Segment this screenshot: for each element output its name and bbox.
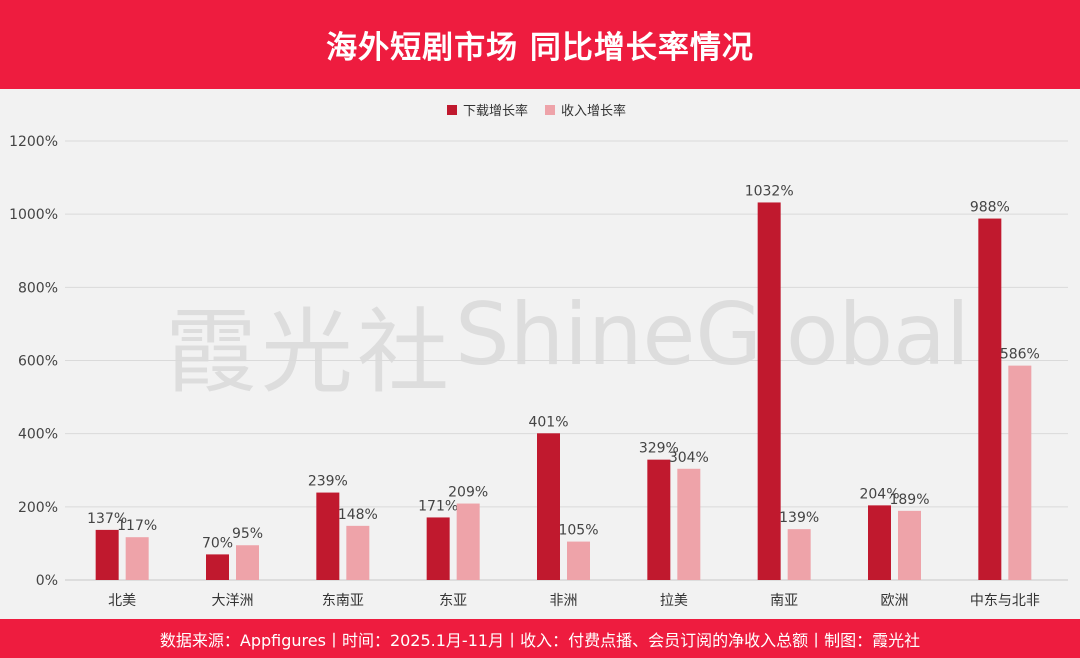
bar-revenue (125, 537, 149, 580)
data-label: 95% (232, 526, 263, 542)
x-tick-label: 北美 (108, 593, 136, 609)
watermark-logo-text: 霞光社 (165, 299, 454, 406)
legend-swatch (545, 105, 555, 115)
bar-revenue (1008, 365, 1032, 580)
bar-download (978, 218, 1002, 580)
x-tick-label: 东亚 (439, 593, 467, 609)
bar-download (206, 554, 229, 580)
y-tick-label: 800% (18, 280, 58, 296)
x-tick-label: 欧洲 (881, 593, 909, 609)
data-label: 148% (338, 507, 378, 523)
data-label: 171% (418, 498, 458, 514)
legend-label: 下载增长率 (463, 103, 528, 119)
bar-download (426, 517, 450, 580)
data-label: 189% (889, 492, 929, 508)
bar-revenue (456, 503, 480, 580)
data-label: 329% (639, 441, 679, 457)
legend-swatch (447, 105, 457, 115)
bar-download (647, 459, 671, 580)
data-label: 401% (528, 414, 568, 430)
bar-revenue (787, 529, 811, 580)
x-tick-label: 非洲 (550, 593, 578, 609)
data-label: 304% (669, 450, 709, 466)
bar-revenue (236, 545, 259, 580)
y-tick-label: 1200% (9, 134, 58, 150)
source-footer: 数据来源：Appfigures丨时间：2025.1月-11月丨收入：付费点播、会… (0, 619, 1080, 658)
legend-label: 收入增长率 (561, 103, 626, 119)
bar-revenue (346, 525, 370, 580)
bar-download (316, 492, 340, 580)
y-tick-label: 400% (18, 427, 58, 443)
x-tick-label: 东南亚 (322, 593, 364, 609)
bar-revenue (567, 541, 590, 580)
y-tick-label: 200% (18, 500, 58, 516)
bar-revenue (677, 468, 701, 580)
data-label: 105% (558, 523, 598, 539)
bar-chart: 0% 200% 400% 600% 800% 1000% 1200% 137%117% 北美 70… (9, 103, 1068, 609)
y-tick-label: 0% (36, 573, 58, 589)
x-tick-label: 拉美 (660, 593, 688, 609)
x-tick-label: 中东与北非 (970, 593, 1040, 609)
data-label: 137% (87, 511, 127, 527)
x-tick-label: 南亚 (770, 593, 798, 609)
source-note: 数据来源：Appfigures丨时间：2025.1月-11月丨收入：付费点播、会… (159, 630, 921, 650)
data-label: 117% (117, 518, 157, 534)
data-label: 209% (448, 485, 488, 501)
x-tick-label: 大洋洲 (212, 593, 254, 609)
bar-download (868, 505, 891, 580)
bar-download (537, 433, 560, 580)
bar-revenue (898, 510, 921, 580)
y-tick-label: 600% (18, 354, 58, 370)
title-banner: 海外短剧市场 同比增长率情况 (0, 0, 1080, 89)
data-label: 239% (308, 474, 348, 490)
chart-title: 海外短剧市场 同比增长率情况 (326, 30, 754, 66)
watermark-brand-text: ShineGlobal (455, 285, 970, 385)
data-label: 204% (859, 486, 899, 502)
data-label: 1032% (745, 183, 794, 199)
bar-download (95, 529, 119, 580)
bar-download (757, 202, 781, 580)
data-label: 139% (779, 510, 819, 526)
data-label: 70% (202, 535, 233, 551)
data-label: 586% (1000, 347, 1040, 363)
y-tick-label: 1000% (9, 207, 58, 223)
data-label: 988% (970, 200, 1010, 216)
